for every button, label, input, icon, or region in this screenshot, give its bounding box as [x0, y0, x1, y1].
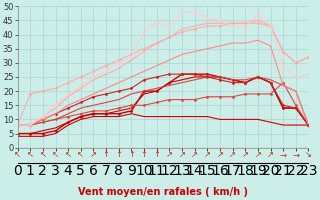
X-axis label: Vent moyen/en rafales ( km/h ): Vent moyen/en rafales ( km/h ): [78, 187, 248, 197]
